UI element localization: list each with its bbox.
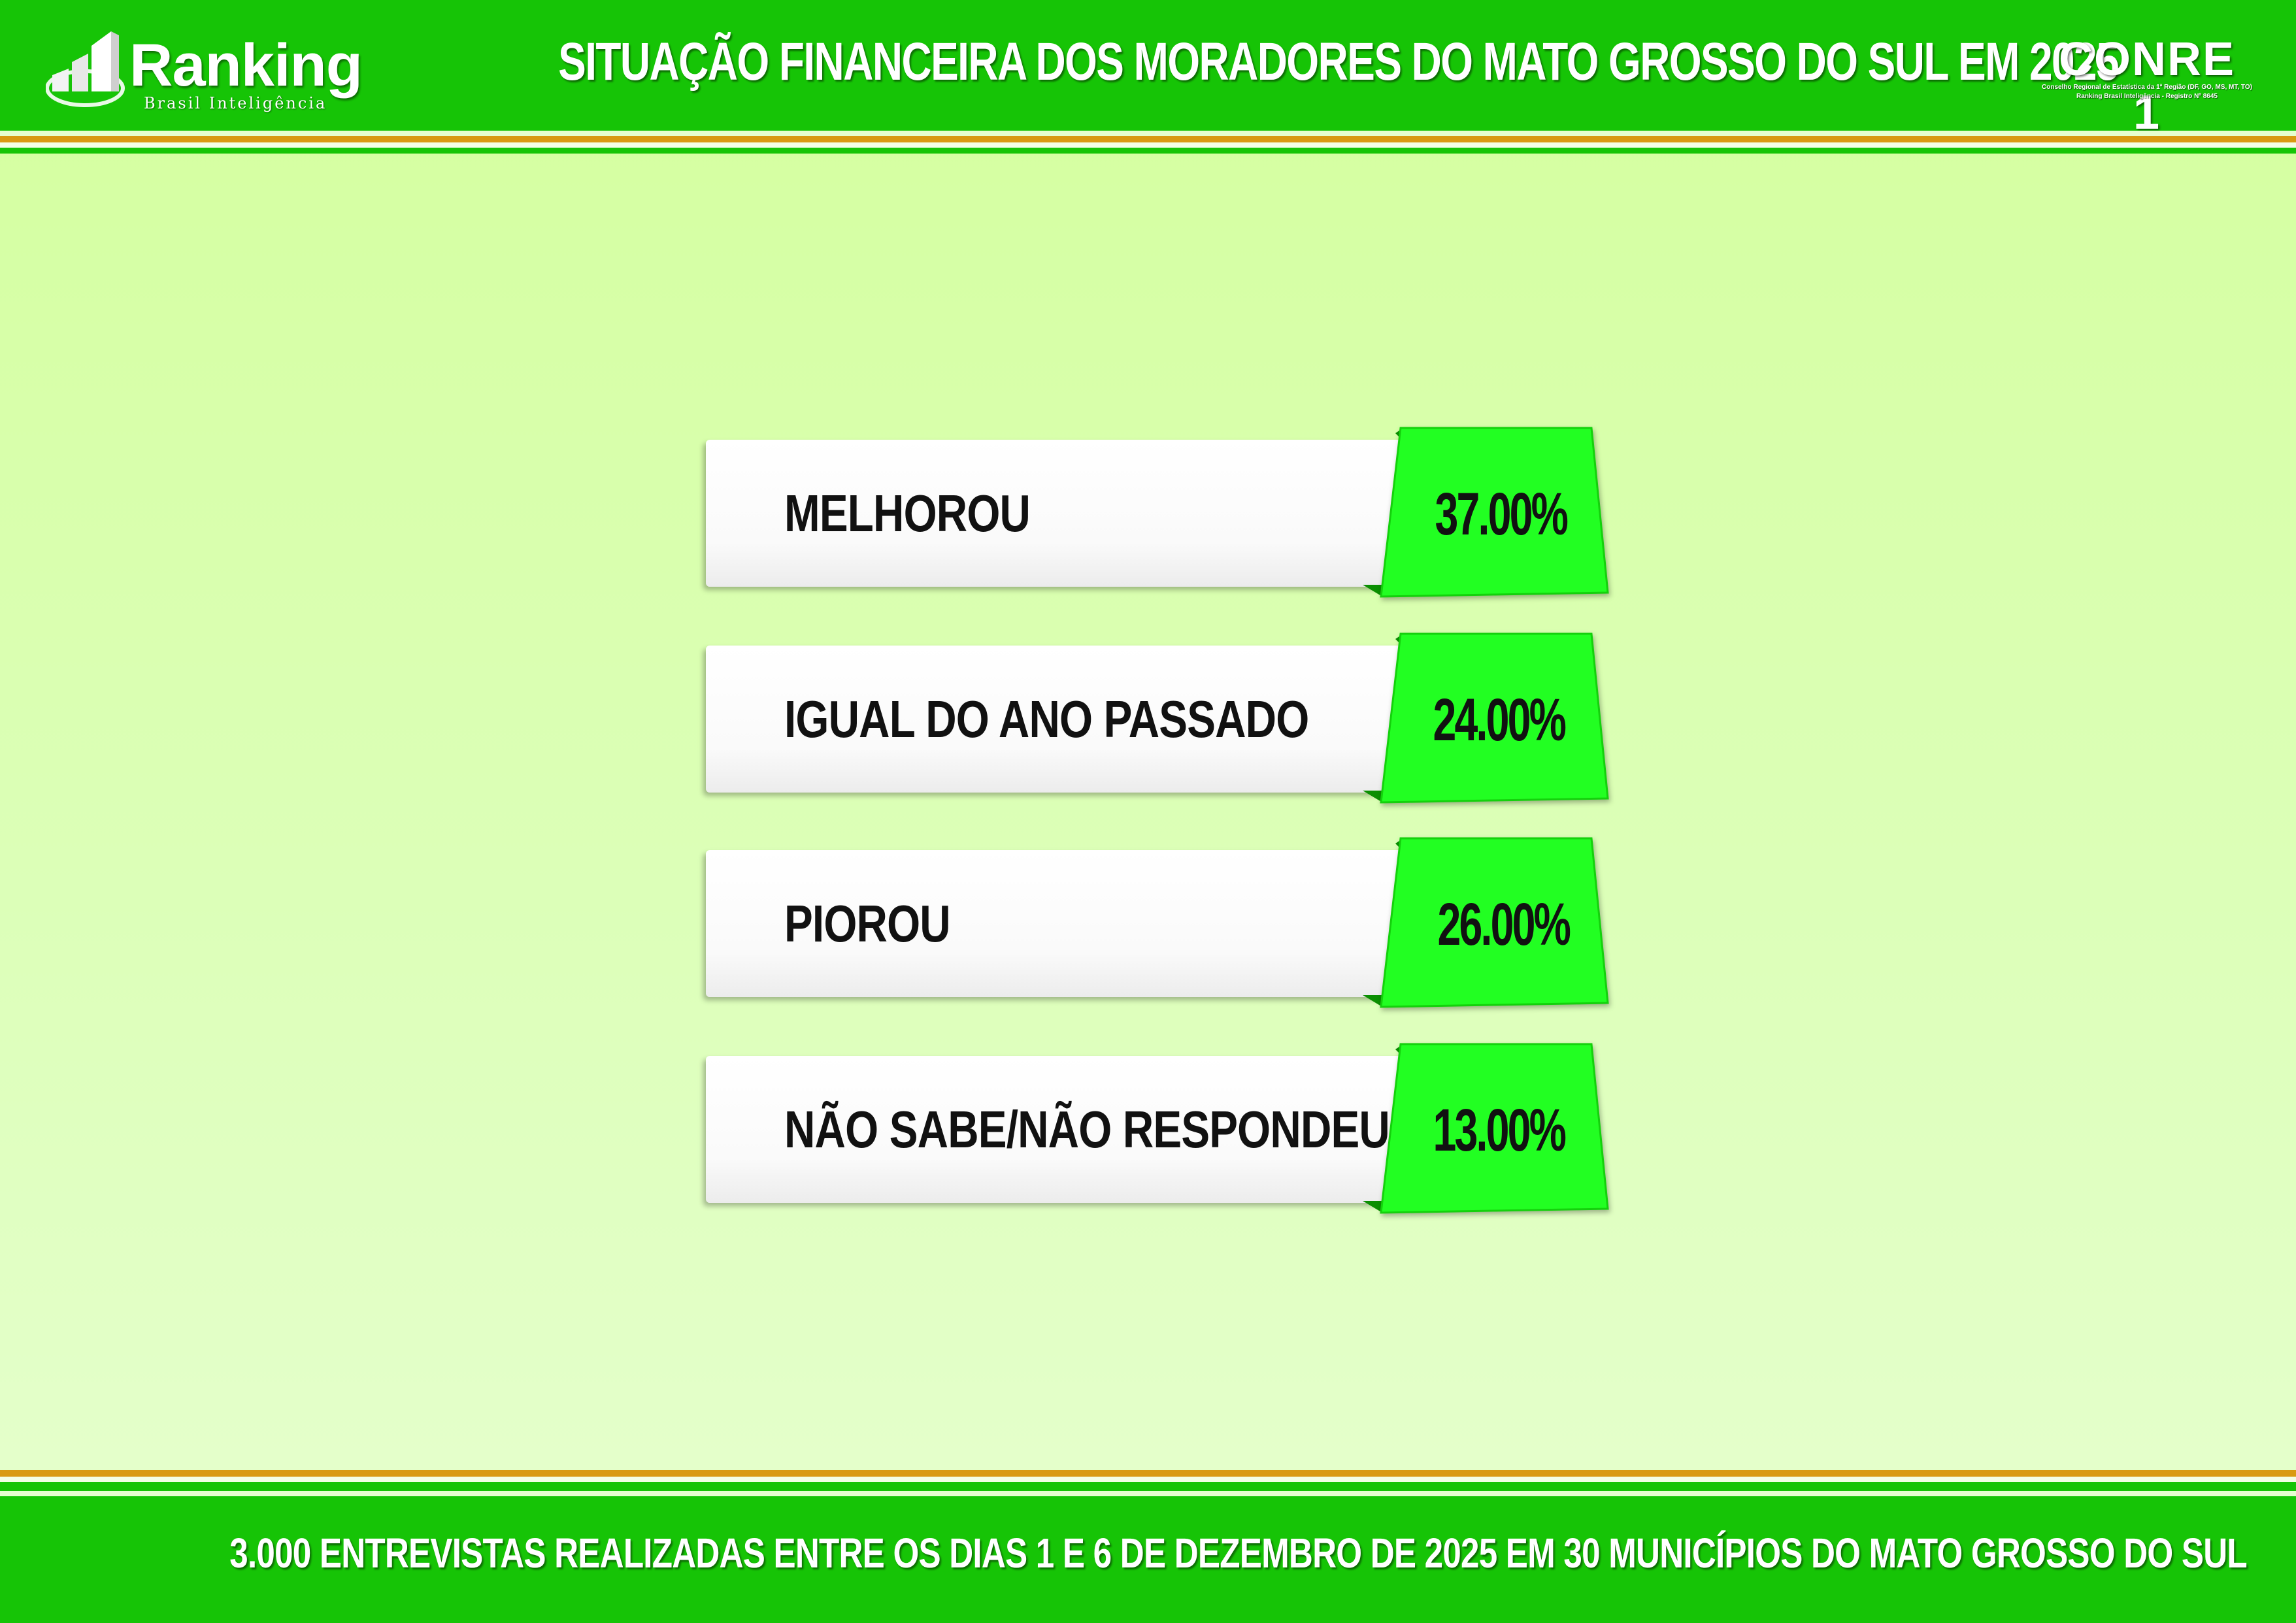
result-label: MELHOROU	[784, 484, 1031, 542]
result-label-card: PIOROU	[706, 850, 1438, 997]
result-label: PIOROU	[784, 894, 951, 953]
result-row: IGUAL DO ANO PASSADO 24.00%	[703, 632, 1611, 807]
ranking-logo-subtitle: Brasil Inteligência	[144, 94, 327, 112]
conre-logo-line2: Ranking Brasil Inteligência - Registro N…	[2076, 93, 2218, 100]
footer-note: 3.000 ENTREVISTAS REALIZADAS ENTRE OS DI…	[229, 1530, 2247, 1577]
value-tab-fold	[1395, 634, 1403, 647]
header-stripe-green	[0, 148, 2296, 154]
result-value: 13.00%	[1433, 1097, 1567, 1164]
value-tab-fold	[1395, 1044, 1403, 1057]
footer-stripe-green	[0, 1482, 2296, 1491]
footer-stripe-white	[0, 1477, 2296, 1482]
footer-stripe-light	[0, 1491, 2296, 1496]
chart-bars-icon	[46, 31, 125, 107]
result-value: 37.00%	[1435, 481, 1569, 548]
ranking-logo: Ranking Brasil Inteligência	[46, 26, 363, 112]
page-title: SITUAÇÃO FINANCEIRA DOS MORADORES DO MAT…	[558, 32, 2120, 91]
header-stripe-light	[0, 131, 2296, 136]
header-stripe-orange	[0, 136, 2296, 142]
result-row: NÃO SABE/NÃO RESPONDEU 13.00%	[703, 1043, 1611, 1217]
footer-stripe-orange	[0, 1470, 2296, 1477]
header-bar	[0, 0, 2296, 131]
conre-logo: CONRE 1 Conselho Regional de Estatística…	[2039, 33, 2255, 139]
result-label-card: NÃO SABE/NÃO RESPONDEU	[706, 1056, 1438, 1203]
conre-logo-line1: Conselho Regional de Estatística da 1ª R…	[2042, 84, 2252, 91]
result-row: MELHOROU 37.00%	[703, 427, 1611, 601]
footer-bar	[0, 1496, 2296, 1623]
result-value: 24.00%	[1433, 687, 1567, 753]
result-label: NÃO SABE/NÃO RESPONDEU	[784, 1100, 1390, 1158]
value-tab-fold	[1395, 428, 1403, 441]
result-label: IGUAL DO ANO PASSADO	[784, 690, 1309, 748]
result-label-card: IGUAL DO ANO PASSADO	[706, 646, 1438, 793]
conre-logo-text: CONRE 1	[2058, 33, 2235, 139]
result-value: 26.00%	[1437, 891, 1571, 958]
result-label-card: MELHOROU	[706, 440, 1438, 587]
value-tab-fold	[1395, 838, 1403, 851]
header-stripe-white	[0, 142, 2296, 148]
result-row: PIOROU 26.00%	[703, 837, 1611, 1011]
ranking-logo-text: Ranking	[129, 32, 363, 99]
